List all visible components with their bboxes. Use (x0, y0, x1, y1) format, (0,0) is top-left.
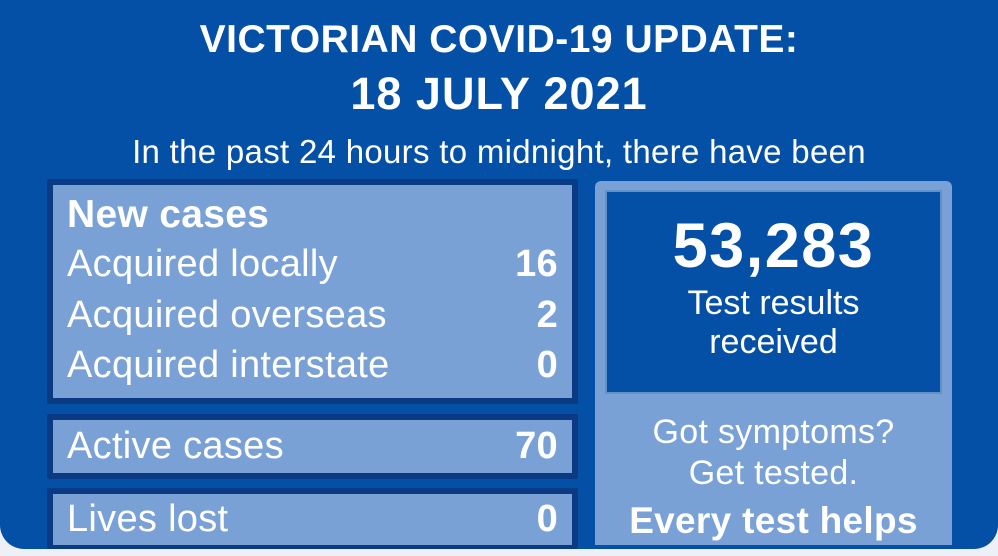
lives-lost-panel: Lives lost 0 (47, 488, 578, 549)
test-results-caption: Test results received (687, 284, 860, 361)
testing-tagline: Every test helps (629, 500, 918, 541)
stat-value: 2 (536, 293, 558, 336)
testing-prompt-line1: Got symptoms? (652, 413, 895, 451)
stat-value: 0 (536, 343, 558, 386)
report-date: 18 JULY 2021 (350, 68, 648, 119)
stat-row-lives-lost: Lives lost 0 (53, 494, 572, 545)
test-results-box: 53,283 Test results received (605, 190, 942, 394)
new-cases-panel: New cases Acquired locally 16 Acquired o… (47, 179, 578, 404)
stat-row-acquired-overseas: Acquired overseas 2 (67, 290, 558, 340)
stat-value: 70 (515, 425, 558, 467)
stat-value: 16 (515, 243, 558, 286)
stat-label: Acquired interstate (67, 343, 390, 386)
stat-label: Active cases (67, 425, 284, 467)
stat-label: Acquired locally (67, 243, 338, 286)
report-subtitle: In the past 24 hours to midnight, there … (132, 133, 866, 170)
stat-row-acquired-locally: Acquired locally 16 (67, 239, 558, 289)
page-title: VICTORIAN COVID-19 UPDATE: (199, 18, 799, 61)
testing-prompt-line2: Get tested. (688, 454, 859, 492)
active-cases-panel: Active cases 70 (47, 414, 578, 479)
stat-row-active-cases: Active cases 70 (53, 420, 572, 473)
testing-panel: 53,283 Test results received Got symptom… (595, 181, 952, 545)
stat-label: Lives lost (67, 498, 229, 540)
stat-label: Acquired overseas (67, 293, 387, 336)
test-results-count: 53,283 (672, 211, 875, 281)
new-cases-heading: New cases (67, 193, 270, 236)
stat-value: 0 (536, 498, 558, 540)
testing-prompt: Got symptoms? Get tested. (595, 412, 952, 494)
stat-row-acquired-interstate: Acquired interstate 0 (67, 340, 558, 390)
